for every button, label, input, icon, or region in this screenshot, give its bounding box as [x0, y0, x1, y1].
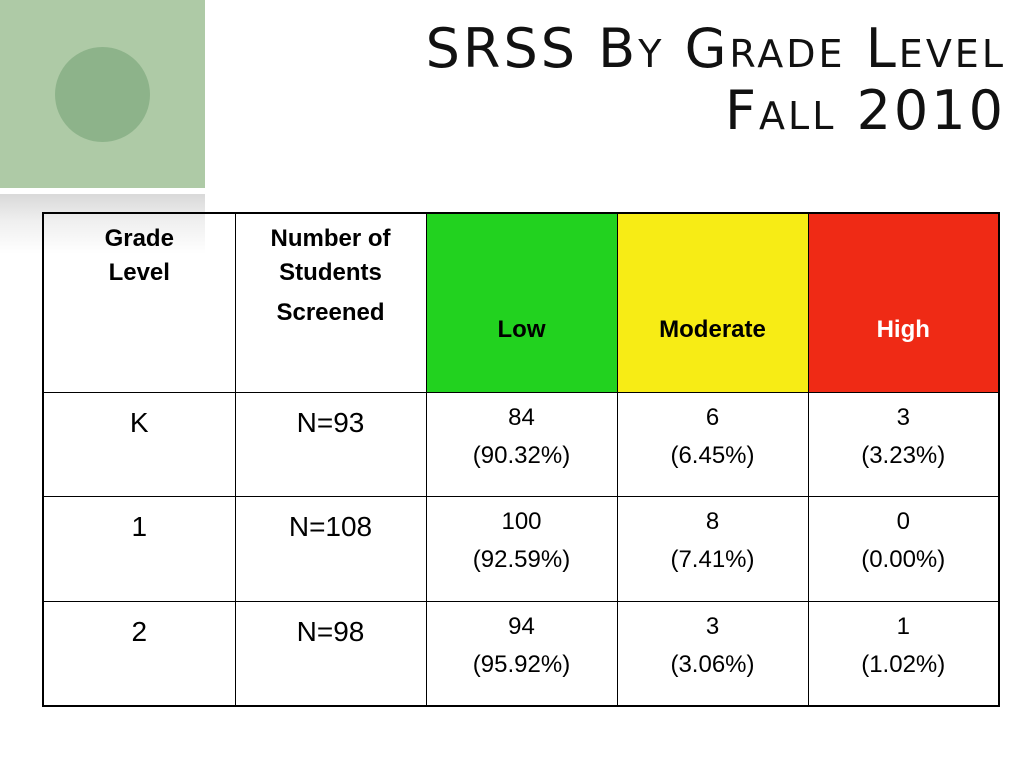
table-row: 2 N=98 94 (95.92%) 3 (3.06%) 1 (1.02%) — [42, 600, 1000, 707]
grade-cell: K — [42, 391, 236, 498]
high-cell: 3 (3.23%) — [807, 391, 1000, 498]
moderate-cell: 6 (6.45%) — [616, 391, 809, 498]
screened-cell: N=98 — [234, 600, 427, 707]
moderate-cell: 3 (3.06%) — [616, 600, 809, 707]
srss-table: Grade Level Number of Students Screened … — [42, 212, 1000, 707]
low-cell: 84 (90.32%) — [425, 391, 618, 498]
header-high-risk: High — [807, 212, 1000, 393]
header-students-screened: Number of Students Screened — [234, 212, 427, 393]
header-moderate-risk: Moderate — [616, 212, 809, 393]
low-cell: 94 (95.92%) — [425, 600, 618, 707]
table-row: K N=93 84 (90.32%) 6 (6.45%) 3 (3.23%) — [42, 391, 1000, 498]
high-cell: 1 (1.02%) — [807, 600, 1000, 707]
low-cell: 100 (92.59%) — [425, 496, 618, 602]
moderate-cell: 8 (7.41%) — [616, 496, 809, 602]
slide-title-line1: SRSS By Grade Level — [425, 17, 1006, 80]
decorative-green-block — [0, 0, 205, 188]
table-header-row: Grade Level Number of Students Screened … — [42, 212, 1000, 393]
high-cell: 0 (0.00%) — [807, 496, 1000, 602]
slide-title-line2: Fall 2010 — [725, 79, 1006, 142]
grade-cell: 1 — [42, 496, 236, 602]
screened-cell: N=93 — [234, 391, 427, 498]
decorative-circle — [55, 47, 150, 142]
slide-title: SRSS By Grade Level Fall 2010 — [306, 18, 1006, 142]
decorative-divider — [0, 188, 205, 194]
header-grade-level: Grade Level — [42, 212, 236, 393]
grade-cell: 2 — [42, 600, 236, 707]
screened-cell: N=108 — [234, 496, 427, 602]
header-low-risk: Low — [425, 212, 618, 393]
table-row: 1 N=108 100 (92.59%) 8 (7.41%) 0 (0.00%) — [42, 496, 1000, 602]
